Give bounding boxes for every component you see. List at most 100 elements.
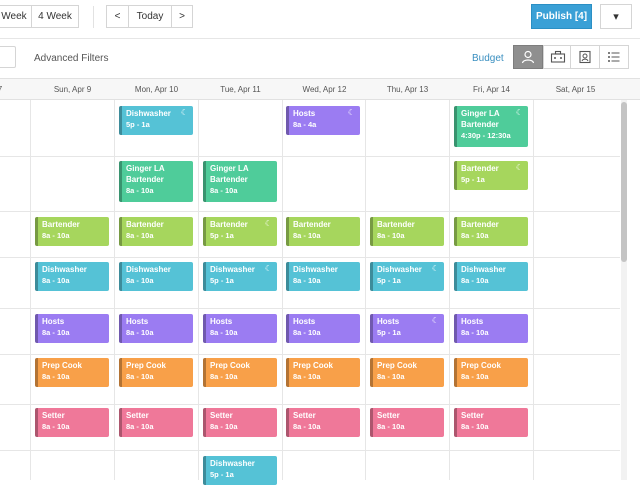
shift-card[interactable]: Prep Cook 8a - 10a <box>454 358 528 387</box>
shift-card[interactable]: Hosts 8a - 4a ☾ <box>286 106 360 135</box>
shift-card[interactable]: Bartender 8a - 10a <box>286 217 360 246</box>
shift-time: 8a - 10a <box>461 276 489 285</box>
shift-time: 8a - 4a <box>293 120 317 129</box>
grid-column-divider <box>365 100 366 480</box>
shift-subtitle: Bartender <box>210 175 248 184</box>
shift-card[interactable]: Dishwasher 5p - 1a <box>203 456 277 485</box>
scrollbar-thumb[interactable] <box>621 102 627 262</box>
shift-card[interactable]: Setter 8a - 10a <box>35 408 109 437</box>
top-toolbar: Week 4 Week < Today > Publish [4] ▾ <box>0 0 640 38</box>
shift-card[interactable]: Dishwasher 8a - 10a <box>454 262 528 291</box>
shift-title: Bartender <box>461 220 499 229</box>
shift-card[interactable]: Dishwasher 5p - 1a ☾ <box>370 262 444 291</box>
shift-title: Prep Cook <box>461 361 502 370</box>
shift-card[interactable]: Ginger LA Bartender 8a - 10a <box>119 161 193 202</box>
shift-card[interactable]: Bartender 5p - 1a ☾ <box>454 161 528 190</box>
overnight-moon-icon: ☾ <box>515 163 523 172</box>
shift-card[interactable]: Ginger LA Bartender 8a - 10a <box>203 161 277 202</box>
shift-card[interactable]: Setter 8a - 10a <box>286 408 360 437</box>
shift-card[interactable]: Setter 8a - 10a <box>119 408 193 437</box>
shift-card[interactable]: Dishwasher 5p - 1a ☾ <box>203 262 277 291</box>
grid-column-divider <box>282 100 283 480</box>
shift-card[interactable]: Dishwasher 8a - 10a <box>35 262 109 291</box>
shift-time: 8a - 10a <box>293 276 321 285</box>
publish-dropdown-button[interactable]: ▾ <box>600 4 632 29</box>
filter-bar <box>0 38 640 79</box>
shift-time: 8a - 10a <box>126 186 154 195</box>
shift-card[interactable]: Bartender 8a - 10a <box>454 217 528 246</box>
budget-link[interactable]: Budget <box>472 53 504 64</box>
list-view-button[interactable] <box>599 45 629 69</box>
shift-card[interactable]: Hosts 8a - 10a <box>35 314 109 343</box>
shift-title: Prep Cook <box>126 361 167 370</box>
shift-card[interactable]: Hosts 8a - 10a <box>203 314 277 343</box>
shift-card[interactable]: Bartender 5p - 1a ☾ <box>203 217 277 246</box>
shift-card[interactable]: Prep Cook 8a - 10a <box>35 358 109 387</box>
shift-card[interactable]: Dishwasher 8a - 10a <box>119 262 193 291</box>
previous-week-button[interactable]: < <box>106 5 129 28</box>
shift-time: 8a - 10a <box>210 372 238 381</box>
week-view-button[interactable]: Week <box>0 5 32 28</box>
shift-time: 8a - 10a <box>210 422 238 431</box>
shift-card[interactable]: Hosts 8a - 10a <box>286 314 360 343</box>
search-input[interactable] <box>0 46 16 68</box>
shift-title: Dishwasher <box>126 265 171 274</box>
shift-title: Hosts <box>126 317 149 326</box>
person-icon <box>521 50 535 64</box>
grid-row-divider <box>0 257 620 258</box>
shift-title: Bartender <box>377 220 415 229</box>
shift-title: Prep Cook <box>377 361 418 370</box>
shift-card[interactable]: Prep Cook 8a - 10a <box>119 358 193 387</box>
shift-title: Ginger LA <box>210 164 249 173</box>
shift-subtitle: Bartender <box>126 175 164 184</box>
grid-row-divider <box>0 450 620 451</box>
shift-card[interactable]: Setter 8a - 10a <box>203 408 277 437</box>
publish-label: Publish [4] <box>535 11 588 22</box>
shift-title: Setter <box>461 411 484 420</box>
grid-row-divider <box>0 354 620 355</box>
week-view-label: Week <box>1 11 27 22</box>
toolbar-divider <box>93 6 94 28</box>
shift-card[interactable]: Setter 8a - 10a <box>454 408 528 437</box>
shift-time: 8a - 10a <box>461 372 489 381</box>
shift-card[interactable]: Bartender 8a - 10a <box>370 217 444 246</box>
schedule-scrollbar[interactable] <box>621 100 627 480</box>
shift-time: 8a - 10a <box>126 372 154 381</box>
shift-time: 8a - 10a <box>126 276 154 285</box>
chevron-down-icon: ▾ <box>613 11 619 23</box>
shift-card[interactable]: Hosts 8a - 10a <box>454 314 528 343</box>
shift-title: Hosts <box>461 317 484 326</box>
shift-card[interactable]: Dishwasher 5p - 1a ☾ <box>119 106 193 135</box>
advanced-filters-link[interactable]: Advanced Filters <box>34 53 109 64</box>
shift-card[interactable]: Prep Cook 8a - 10a <box>203 358 277 387</box>
shift-card[interactable]: Bartender 8a - 10a <box>35 217 109 246</box>
shift-card[interactable]: Hosts 8a - 10a <box>119 314 193 343</box>
next-week-button[interactable]: > <box>171 5 193 28</box>
today-button[interactable]: Today <box>128 5 172 28</box>
shift-time: 8a - 10a <box>126 328 154 337</box>
employee-view-button[interactable] <box>513 45 543 69</box>
position-view-button[interactable] <box>543 45 573 69</box>
grid-column-divider <box>449 100 450 480</box>
grid-row-divider <box>0 156 620 157</box>
shift-card[interactable]: Hosts 5p - 1a ☾ <box>370 314 444 343</box>
shift-title: Bartender <box>126 220 164 229</box>
shift-card[interactable]: Setter 8a - 10a <box>370 408 444 437</box>
day-header: Sun, Apr 9 <box>53 85 92 94</box>
shift-card[interactable]: Bartender 8a - 10a <box>119 217 193 246</box>
badge-view-button[interactable] <box>570 45 600 69</box>
day-header: Fri, Apr 14 <box>473 85 510 94</box>
day-header-row: 7 Sun, Apr 9 Mon, Apr 10 Tue, Apr 11 Wed… <box>0 78 640 100</box>
shift-time: 8a - 10a <box>293 422 321 431</box>
shift-title: Bartender <box>293 220 331 229</box>
four-week-view-button[interactable]: 4 Week <box>31 5 79 28</box>
shift-card[interactable]: Ginger LA Bartender 4:30p - 12:30a ☾ <box>454 106 528 147</box>
grid-column-divider <box>533 100 534 480</box>
shift-card[interactable]: Prep Cook 8a - 10a <box>370 358 444 387</box>
shift-time: 8a - 10a <box>293 231 321 240</box>
publish-button[interactable]: Publish [4] <box>531 4 592 29</box>
shift-card[interactable]: Prep Cook 8a - 10a <box>286 358 360 387</box>
shift-time: 5p - 1a <box>210 470 234 479</box>
shift-time: 5p - 1a <box>377 276 401 285</box>
shift-card[interactable]: Dishwasher 8a - 10a <box>286 262 360 291</box>
